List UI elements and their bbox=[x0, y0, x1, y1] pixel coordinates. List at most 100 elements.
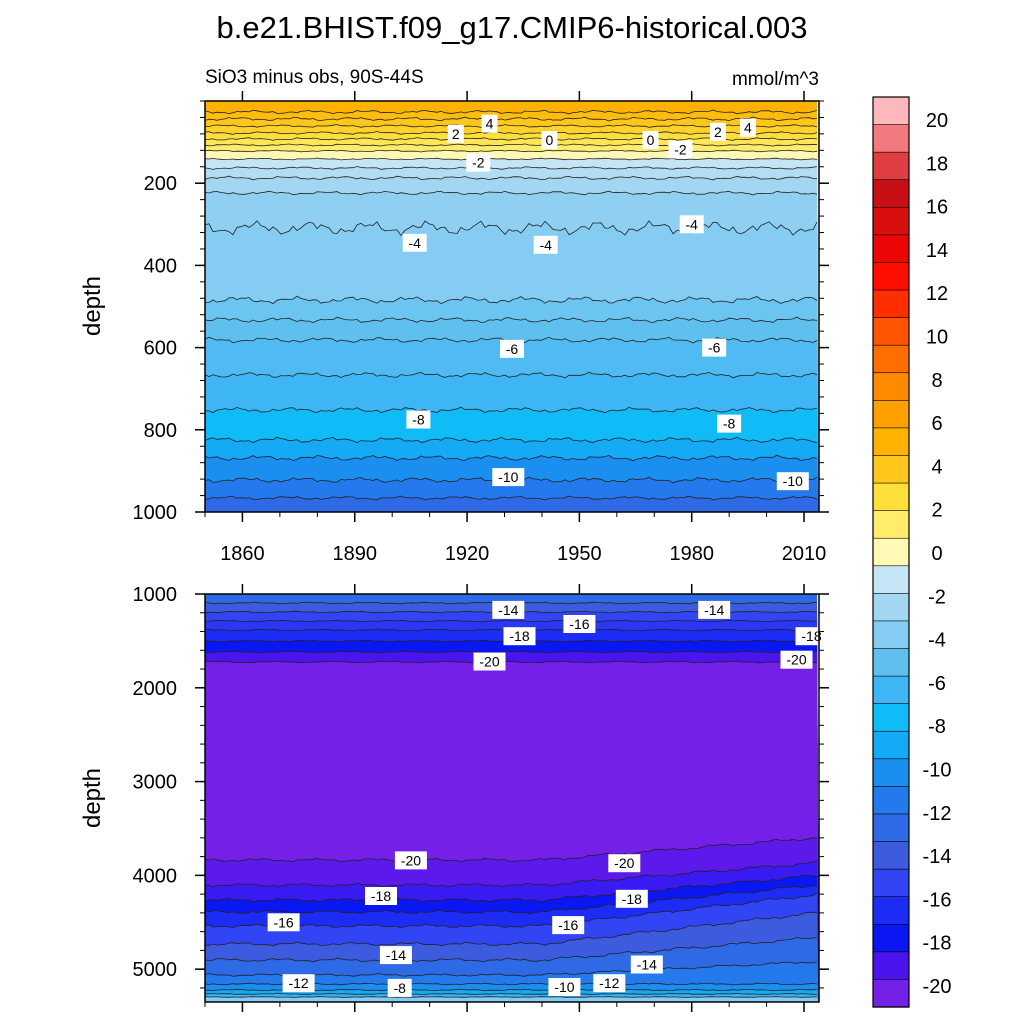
upper-contour-line bbox=[205, 149, 818, 153]
upper-xtick-label: 1980 bbox=[669, 543, 714, 565]
lower-contour-label: -20 bbox=[780, 650, 813, 669]
upper-contour-label: -4 bbox=[533, 235, 558, 254]
colorbar-tick-label: -20 bbox=[923, 976, 952, 998]
colorbar-tick-label: 20 bbox=[926, 110, 948, 132]
colorbar-swatch bbox=[872, 923, 910, 953]
lower-ytick-label: 3000 bbox=[133, 772, 178, 794]
upper-ytick-label: 400 bbox=[144, 255, 177, 277]
lower-contour-label: -12 bbox=[593, 974, 626, 993]
colorbar-swatch bbox=[872, 289, 910, 319]
upper-contour-label: -8 bbox=[406, 410, 431, 429]
upper-xtick-label: 1860 bbox=[220, 543, 265, 565]
contour-label-text: -18 bbox=[622, 891, 642, 907]
upper-contour-line bbox=[205, 143, 818, 147]
contour-label-bg bbox=[630, 955, 663, 974]
colorbar-swatch bbox=[872, 427, 910, 457]
contour-label-text: -2 bbox=[472, 155, 485, 171]
colorbar-tick-label: -6 bbox=[928, 673, 946, 695]
lower-contour-line bbox=[205, 660, 818, 664]
lower-contour-line bbox=[205, 892, 818, 929]
colorbar-tick-label: 0 bbox=[931, 543, 942, 565]
colorbar-swatch bbox=[872, 151, 910, 181]
upper-contour-line bbox=[205, 295, 818, 305]
upper-contour-label: -2 bbox=[668, 140, 693, 159]
contour-label-text: -6 bbox=[506, 341, 519, 357]
upper-contour-line bbox=[205, 109, 818, 115]
colorbar-swatch bbox=[872, 565, 910, 594]
upper-contour-label: 4 bbox=[739, 118, 756, 137]
lower-contour-line bbox=[205, 837, 818, 863]
contour-label-text: -2 bbox=[674, 142, 687, 158]
lower-contour-label: -12 bbox=[282, 974, 315, 993]
contour-label-bg bbox=[466, 153, 491, 172]
contour-label-text: -16 bbox=[569, 616, 589, 632]
lower-contour-line bbox=[205, 650, 818, 654]
contour-label-text: -10 bbox=[498, 469, 518, 485]
contour-label-bg bbox=[503, 627, 536, 646]
contour-label-text: -16 bbox=[558, 917, 578, 933]
upper-contour-label: -4 bbox=[402, 233, 427, 252]
upper-ytick-label: 800 bbox=[144, 420, 177, 442]
contour-label-bg bbox=[394, 851, 427, 870]
contour-label-bg bbox=[481, 114, 498, 133]
contour-label-text: -16 bbox=[273, 914, 293, 930]
colorbar-swatch bbox=[872, 455, 910, 484]
upper-contour-label: 0 bbox=[541, 131, 558, 149]
upper-contour-line bbox=[205, 220, 818, 237]
upper-contour-label: 4 bbox=[481, 114, 498, 133]
lower-contour-line bbox=[205, 885, 818, 915]
contour-label-text: -10 bbox=[783, 473, 803, 489]
upper-contour-label: -10 bbox=[492, 468, 525, 487]
upper-contour-line bbox=[205, 454, 818, 462]
contour-label-text: -6 bbox=[708, 340, 721, 356]
lower-ytick-label: 4000 bbox=[133, 865, 178, 887]
lower-ylabel: depth bbox=[79, 768, 106, 828]
contour-label-text: -20 bbox=[786, 652, 806, 668]
lower-contour-label: -14 bbox=[630, 955, 663, 974]
colorbar-tick-label: 14 bbox=[926, 240, 948, 262]
upper-contour-label: 2 bbox=[447, 124, 464, 143]
colorbar-tick-label: -18 bbox=[923, 933, 952, 955]
colorbar-tick-label: -16 bbox=[923, 889, 952, 911]
colorbar-swatch bbox=[872, 730, 910, 760]
contour-label-bg bbox=[593, 974, 626, 993]
contour-label-bg bbox=[717, 414, 742, 433]
upper-ylabel: depth bbox=[79, 276, 106, 336]
upper-ytick-label: 1000 bbox=[133, 502, 178, 524]
colorbar-tick-label: 16 bbox=[926, 197, 948, 219]
contour-label-bg bbox=[552, 916, 585, 935]
colorbar-swatch bbox=[872, 896, 910, 925]
colorbar-swatch bbox=[872, 124, 910, 153]
colorbar-swatch bbox=[872, 400, 910, 429]
lower-contour-line bbox=[205, 993, 818, 995]
upper-band bbox=[205, 496, 819, 512]
upper-contour-line bbox=[205, 157, 818, 161]
contour-label-text: -18 bbox=[509, 628, 529, 644]
colorbar-swatch bbox=[872, 537, 910, 567]
contour-label-bg bbox=[406, 410, 431, 429]
contour-label-text: -4 bbox=[539, 237, 552, 253]
upper-contour-line bbox=[205, 371, 818, 379]
upper-xtick-label: 1950 bbox=[557, 543, 602, 565]
contour-label-bg bbox=[563, 615, 596, 633]
colorbar-tick-label: 2 bbox=[931, 500, 942, 522]
contour-label-bg bbox=[365, 887, 397, 905]
lower-contour-label: -18 bbox=[795, 627, 828, 646]
colorbar-swatch bbox=[872, 317, 910, 346]
colorbar-tick-label: -10 bbox=[923, 760, 952, 782]
lower-contour-line bbox=[205, 860, 818, 888]
upper-contour-label: -2 bbox=[466, 153, 491, 172]
lower-contour-label: -18 bbox=[615, 889, 648, 908]
colorbar-swatch bbox=[872, 979, 910, 1008]
contour-label-text: 0 bbox=[546, 132, 554, 148]
colorbar-swatch bbox=[872, 510, 910, 539]
colorbar-swatch bbox=[872, 868, 910, 898]
lower-panel: -14 -16 -18 -20 -14 -18 -20 -20 -20 -18 -18 -16 -16 -… bbox=[79, 584, 829, 1012]
colorbar-tick-label: 6 bbox=[931, 413, 942, 435]
upper-contour-line bbox=[205, 190, 818, 196]
contour-label-bg bbox=[541, 131, 558, 149]
upper-contour-line bbox=[205, 116, 818, 122]
contour-label-text: 4 bbox=[744, 120, 752, 136]
colorbar-tick-label: -4 bbox=[928, 630, 946, 652]
contour-label-bg bbox=[402, 233, 427, 252]
